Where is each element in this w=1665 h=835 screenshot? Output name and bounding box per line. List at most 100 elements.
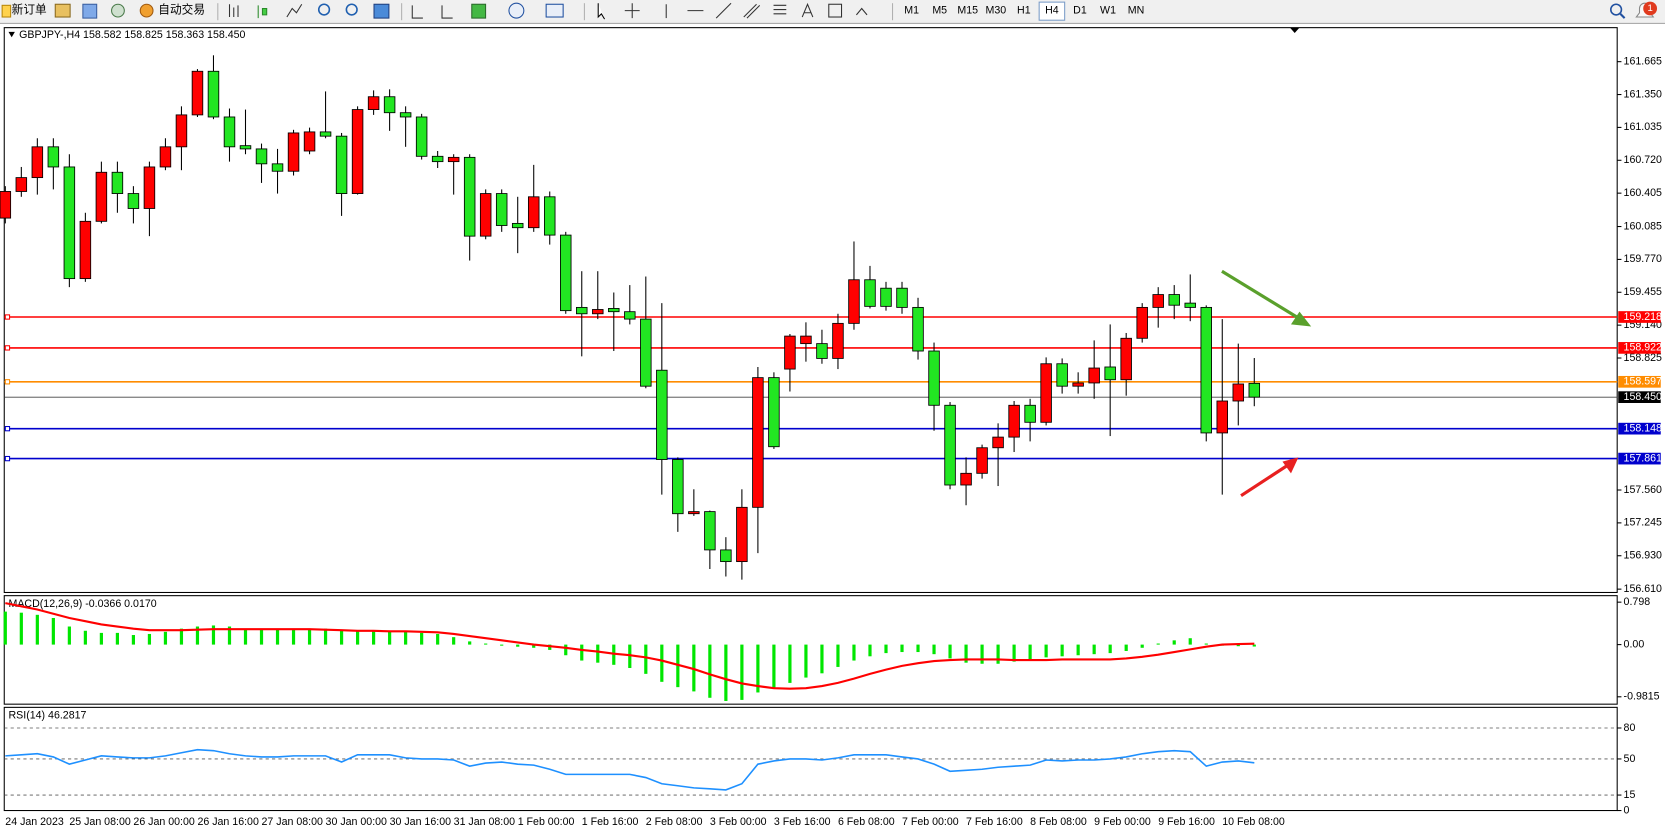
symbol-marker (8, 31, 15, 38)
cursor-icon[interactable] (597, 3, 606, 20)
annotation-arrows (1221, 269, 1312, 498)
candle-body (656, 369, 668, 460)
templates-icon[interactable] (545, 3, 564, 18)
toolbar-icon[interactable] (82, 3, 98, 19)
macd-bar (580, 644, 584, 661)
periods-icon[interactable] (508, 2, 525, 19)
macd-bar (243, 628, 248, 645)
timeframe-button[interactable]: MN (1128, 4, 1145, 16)
candle-body (111, 171, 124, 194)
candle-body (383, 96, 396, 114)
auto-trading-icon[interactable] (139, 3, 154, 18)
toolbar-background (0, 0, 1665, 24)
x-tick-label: 27 Jan 08:00 (262, 816, 323, 828)
timeframe-button[interactable]: M5 (932, 4, 947, 16)
rsi-title: RSI(14) 46.2817 (9, 710, 87, 722)
macd-bar (916, 644, 920, 653)
new-order-button[interactable]: 新订单 (12, 3, 47, 17)
candle-body (640, 318, 652, 387)
macd-bar (99, 632, 103, 645)
candle-body (495, 193, 508, 226)
crosshair-icon[interactable] (624, 3, 640, 19)
notification-badge (1643, 1, 1658, 16)
new-order-icon[interactable] (1, 4, 12, 18)
main-title: GBPJPY-,H4 158.582 158.825 158.363 158.4… (19, 29, 245, 41)
macd-bar (227, 626, 232, 645)
indicators-icon[interactable] (471, 3, 487, 19)
macd-bar (484, 643, 488, 645)
timeframe-button[interactable]: D1 (1073, 4, 1087, 16)
candle-body (816, 343, 828, 359)
macd-bar (1156, 643, 1160, 645)
candle-body (1184, 302, 1196, 308)
timeframe-button[interactable]: M30 (985, 4, 1006, 16)
candle-body (399, 112, 412, 118)
toolbar-icon[interactable] (111, 3, 125, 18)
timeframe-button[interactable]: H4 (1045, 4, 1059, 16)
zoom-out-icon[interactable] (345, 3, 358, 16)
timeframe-button[interactable]: M15 (957, 4, 978, 16)
level-label-box (1618, 342, 1661, 354)
level-label: 158.450 (1624, 391, 1662, 403)
macd-bar (1140, 644, 1144, 648)
timeframe-button[interactable]: W1 (1100, 4, 1116, 16)
candle-body (207, 70, 220, 118)
macd-bar (772, 644, 776, 689)
y-tick-label: 159.455 (1624, 286, 1662, 298)
y-tick-label: 156.610 (1624, 583, 1662, 595)
trendline-icon[interactable] (715, 2, 732, 19)
zoom-in-icon[interactable] (317, 3, 331, 16)
candle-body (543, 196, 556, 236)
macd-bar (404, 631, 408, 645)
candle-body (239, 145, 252, 150)
x-tick-label: 3 Feb 00:00 (710, 816, 767, 828)
macd-bar (660, 644, 664, 682)
candle-body (896, 287, 908, 308)
arrows-icon[interactable] (855, 7, 868, 16)
chart-shift-icon[interactable] (441, 5, 453, 19)
search-icon[interactable] (1610, 3, 1623, 16)
timeframe-button[interactable]: H1 (1017, 4, 1031, 16)
line-chart-icon[interactable] (286, 3, 303, 18)
candle-body (880, 287, 892, 307)
candle-body (784, 335, 796, 370)
up-arrow (1240, 464, 1288, 498)
level-label: 158.597 (1624, 376, 1662, 388)
level-handle (4, 425, 11, 432)
y-tick-label: 80 (1624, 722, 1636, 734)
auto-trading-button[interactable]: 自动交易 (158, 3, 205, 17)
candle-body (127, 193, 140, 209)
macd-bar (756, 644, 760, 693)
macd-bar (355, 630, 360, 645)
y-tick-label: -0.9815 (1624, 691, 1660, 703)
macd-bar (852, 644, 856, 661)
timeframe-button[interactable]: M1 (904, 4, 919, 16)
autoscroll-icon[interactable] (411, 5, 423, 19)
level-handle (4, 345, 11, 351)
candle-body (1216, 400, 1228, 434)
rsi-line (5, 748, 1255, 791)
fibo-icon[interactable] (773, 4, 787, 15)
macd-bar (1236, 644, 1240, 647)
channel-icon[interactable] (743, 3, 761, 19)
candle-body (928, 350, 940, 406)
candle-body (63, 166, 76, 280)
candle-body (608, 308, 620, 313)
candle-body (1088, 367, 1100, 384)
candle-body (576, 306, 588, 315)
candle-body (479, 193, 492, 237)
candle-chart-icon[interactable] (257, 5, 268, 19)
macd-bar (596, 644, 600, 663)
x-tick-label: 30 Jan 00:00 (326, 816, 387, 828)
macd-bar (740, 644, 744, 700)
macd-bar (67, 626, 71, 645)
macd-bar (964, 644, 968, 663)
text-icon[interactable] (801, 2, 814, 18)
toolbar-icon[interactable] (54, 3, 71, 18)
candle-body (191, 70, 204, 116)
tile-icon[interactable] (373, 3, 390, 19)
x-tick-label: 26 Jan 16:00 (197, 816, 258, 828)
bar-chart-icon[interactable] (228, 4, 239, 18)
candle-body (864, 279, 876, 307)
label-icon[interactable] (828, 3, 843, 18)
